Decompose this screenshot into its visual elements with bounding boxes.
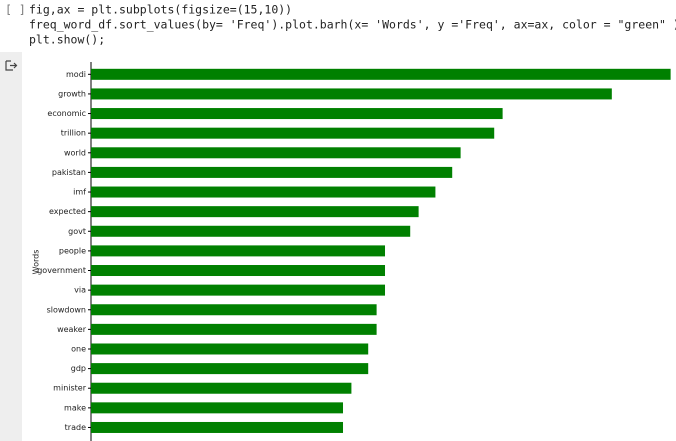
bar bbox=[91, 225, 411, 237]
y-tick-label: minister bbox=[53, 384, 87, 393]
bar bbox=[91, 382, 352, 394]
output-gutter bbox=[0, 52, 22, 441]
bar bbox=[91, 421, 344, 433]
y-tick-label: govt bbox=[68, 227, 86, 236]
code-line[interactable]: freq_word_df.sort_values(by= 'Freq').plo… bbox=[29, 18, 676, 32]
code-line[interactable]: plt.show(); bbox=[29, 33, 105, 47]
y-tick-label: weaker bbox=[57, 325, 87, 334]
y-tick-label: via bbox=[74, 286, 86, 295]
y-tick-label: trillion bbox=[61, 129, 86, 138]
bar bbox=[91, 166, 453, 178]
y-tick-label: government bbox=[37, 266, 86, 275]
y-axis-label: Words bbox=[32, 250, 41, 275]
y-tick-label: world bbox=[64, 148, 86, 157]
y-tick-label: growth bbox=[58, 89, 86, 98]
bar bbox=[91, 245, 386, 257]
y-tick-label: make bbox=[64, 403, 86, 412]
y-tick-label: people bbox=[59, 246, 86, 255]
y-tick-label: one bbox=[71, 344, 86, 353]
bar bbox=[91, 265, 386, 277]
bar bbox=[91, 88, 612, 100]
bar bbox=[91, 206, 419, 218]
bar bbox=[91, 343, 369, 355]
bar bbox=[91, 304, 377, 316]
cell-prompt[interactable]: [ ] bbox=[5, 3, 26, 17]
y-tick-label: gdp bbox=[71, 364, 86, 373]
bar bbox=[91, 108, 503, 120]
y-tick-label: pakistan bbox=[52, 168, 86, 177]
y-tick-label: imf bbox=[73, 188, 86, 197]
bar bbox=[91, 363, 369, 375]
bar bbox=[91, 68, 671, 80]
output-icon[interactable] bbox=[5, 60, 18, 71]
code-line[interactable]: fig,ax = plt.subplots(figsize=(15,10)) bbox=[29, 3, 292, 17]
bar bbox=[91, 323, 377, 335]
bar bbox=[91, 147, 461, 159]
bar bbox=[91, 186, 436, 198]
bar bbox=[91, 402, 344, 414]
y-tick-label: trade bbox=[65, 423, 86, 432]
y-tick-label: economic bbox=[47, 109, 86, 118]
bar bbox=[91, 127, 495, 139]
bar bbox=[91, 284, 386, 296]
y-tick-label: modi bbox=[66, 70, 86, 79]
y-tick-label: expected bbox=[49, 207, 86, 216]
y-tick-label: slowdown bbox=[47, 305, 86, 314]
